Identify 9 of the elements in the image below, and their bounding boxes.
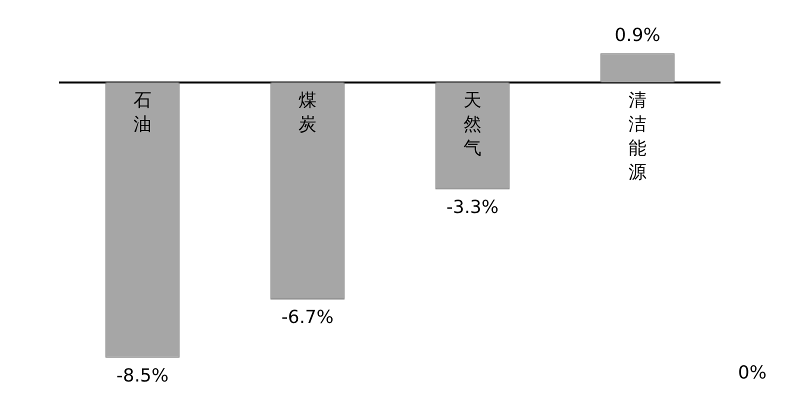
data-label: -3.3% (446, 196, 499, 218)
x-tick-label: 清洁能源 (628, 90, 646, 184)
x-tick-label: 天然气 (464, 90, 482, 160)
data-label: -8.5% (116, 365, 169, 386)
data-label: -6.7% (281, 307, 334, 328)
text: 0% (738, 362, 767, 384)
x-tick-label: 石油 (134, 90, 152, 136)
x-tick-label: 煤炭 (298, 90, 316, 136)
data-label: 0.9% (614, 24, 660, 46)
